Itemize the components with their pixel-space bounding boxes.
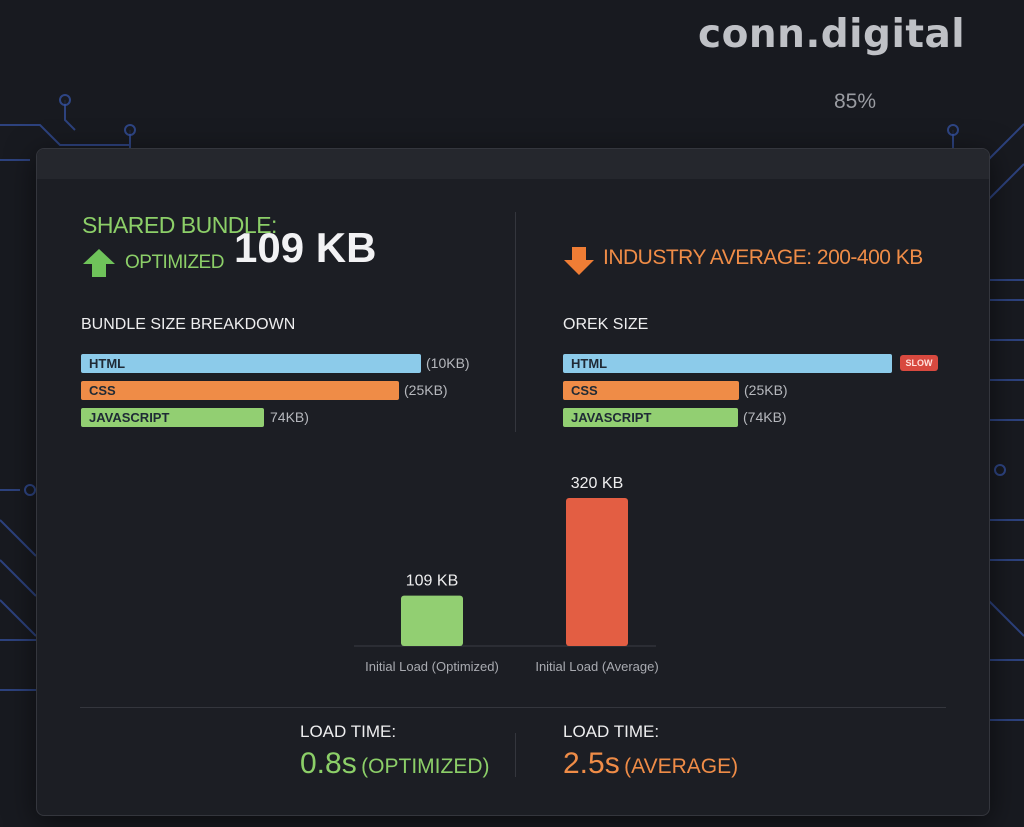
- industry-javascript-size-label: (74KB): [743, 409, 787, 425]
- shared-bundle-label: SHARED BUNDLE:: [82, 212, 277, 238]
- industry-breakdown-title: OREK SIZE: [563, 316, 649, 333]
- brand-logo: conn.digital: [698, 12, 966, 57]
- chart-category-label: Initial Load (Optimized): [365, 659, 499, 674]
- chart-bar-optimized: [401, 595, 463, 646]
- footer-divider: [80, 707, 946, 708]
- industry-javascript-bar-label: JAVASCRIPT: [571, 410, 652, 425]
- industry-html-bar-label: HTML: [571, 356, 608, 371]
- html-bar: HTML: [81, 354, 421, 373]
- footer-column-divider: [515, 733, 516, 777]
- optimized-load-time: 0.8s (OPTIMIZED): [300, 747, 490, 781]
- industry-css-size-label: (25KB): [744, 382, 788, 398]
- industry-javascript-bar: JAVASCRIPT: [563, 408, 738, 427]
- average-load-time-qualifier: (AVERAGE): [624, 755, 739, 778]
- zoom-level-readout: 85%: [834, 90, 877, 113]
- html-size-label: (10KB): [426, 355, 470, 371]
- css-bar: CSS: [81, 381, 399, 400]
- chart-value-label: 109 KB: [406, 573, 458, 590]
- chart-bar-average: [566, 498, 628, 646]
- industry-css-bar-label: CSS: [571, 383, 598, 398]
- load-comparison-chart: 109 KB Initial Load (Optimized) 320 KB Init…: [354, 475, 659, 674]
- javascript-size-label: 74KB): [270, 409, 309, 425]
- industry-css-bar: CSS: [563, 381, 739, 400]
- html-bar-label: HTML: [89, 356, 126, 371]
- optimized-load-time-label: LOAD TIME:: [300, 722, 397, 741]
- arrow-up-icon: [83, 249, 115, 277]
- average-load-time-value: 2.5s: [563, 747, 620, 780]
- bundle-comparison-panel: [36, 148, 990, 816]
- javascript-bar-label: JAVASCRIPT: [89, 410, 170, 425]
- average-load-time-label: LOAD TIME:: [563, 722, 660, 741]
- javascript-bar: JAVASCRIPT: [81, 408, 264, 427]
- css-bar-label: CSS: [89, 383, 116, 398]
- optimized-load-time-qualifier: (OPTIMIZED): [361, 755, 490, 778]
- chart-category-label: Initial Load (Average): [535, 659, 658, 674]
- panel-header-strip: [37, 149, 989, 179]
- chart-value-label: 320 KB: [571, 475, 623, 492]
- slow-badge: SLOW: [900, 355, 938, 371]
- column-divider: [515, 212, 516, 432]
- arrow-down-icon: [564, 247, 594, 275]
- css-size-label: (25KB): [404, 382, 448, 398]
- industry-html-bar: HTML: [563, 354, 892, 373]
- bundle-size-value: 109 KB: [234, 224, 377, 271]
- bundle-breakdown-title: BUNDLE SIZE BREAKDOWN: [81, 316, 296, 333]
- optimized-load-time-value: 0.8s: [300, 747, 357, 780]
- industry-average-label: INDUSTRY AVERAGE: 200-400 KB: [603, 246, 923, 269]
- average-load-time: 2.5s (AVERAGE): [563, 747, 738, 781]
- optimized-tag: OPTIMIZED: [125, 252, 224, 273]
